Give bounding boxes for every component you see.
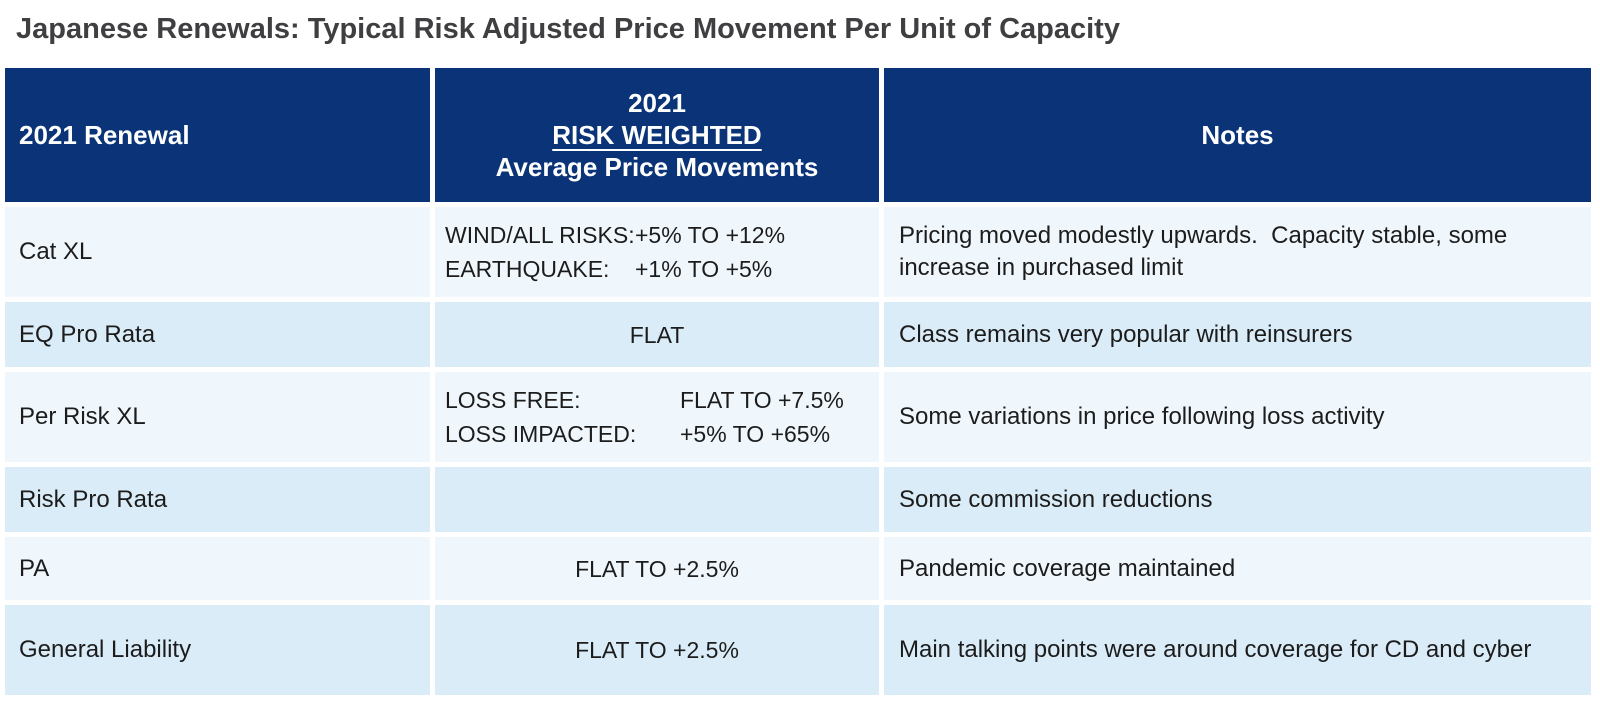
notes-text: Some variations in price following loss … [899,403,1385,430]
movement-line: LOSS FREE: FLAT TO +7.5% [445,383,879,417]
movement-line: EARTHQUAKE: +1% TO +5% [445,252,879,286]
movement-value: FLAT TO +2.5% [575,555,739,582]
movement-cell-cat-xl: WIND/ALL RISKS: +5% TO +12% EARTHQUAKE: … [435,207,879,297]
movement-cell-eq-pro-rata: FLAT [435,302,879,367]
movement-cell-general-liability: FLAT TO +2.5% [435,605,879,695]
movement-value: +1% TO +5% [635,256,773,282]
header-notes-label: Notes [1201,119,1274,150]
page-title: Japanese Renewals: Typical Risk Adjusted… [16,13,1120,45]
header-renewal-column: 2021 Renewal [5,68,430,202]
notes-cell-per-risk-xl: Some variations in price following loss … [884,372,1591,462]
movement-value: +5% TO +12% [635,222,786,248]
renewal-cell-pa: PA [5,537,430,600]
movement-label: WIND/ALL RISKS: [445,222,635,248]
header-price-movements-column: 2021 RISK WEIGHTED Average Price Movemen… [435,68,879,202]
header-move-line2: RISK WEIGHTED [552,120,762,150]
header-renewal-label: 2021 Renewal [19,119,190,150]
header-move-line3: Average Price Movements [495,152,819,182]
header-notes-column: Notes [884,68,1591,202]
movement-value: +5% TO +65% [680,421,831,447]
movement-value: FLAT TO +2.5% [575,637,739,663]
risk-price-movement-table: 2021 Renewal 2021 RISK WEIGHTED Average … [5,68,1591,695]
notes-cell-pa: Pandemic coverage maintained [884,537,1591,600]
renewal-cell-per-risk-xl: Per Risk XL [5,372,430,462]
renewal-label: Cat XL [19,238,93,265]
movement-cell-risk-pro-rata [435,467,879,532]
renewal-label: General Liability [19,636,192,663]
renewal-cell-cat-xl: Cat XL [5,207,430,297]
notes-text: Class remains very popular with reinsure… [899,320,1353,348]
movement-line: LOSS IMPACTED: +5% TO +65% [445,417,879,451]
notes-text: Some commission reductions [899,485,1213,513]
header-move-line1: 2021 [628,88,686,118]
renewal-label: Risk Pro Rata [19,485,168,513]
movement-value: FLAT [629,321,685,348]
movement-value: FLAT TO +7.5% [680,387,844,413]
renewal-label: PA [19,554,50,582]
renewal-label: Per Risk XL [19,403,146,430]
notes-text: Main talking points were around coverage… [899,636,1532,663]
renewal-cell-general-liability: General Liability [5,605,430,695]
movement-cell-per-risk-xl: LOSS FREE: FLAT TO +7.5% LOSS IMPACTED: … [435,372,879,462]
notes-cell-general-liability: Main talking points were around coverage… [884,605,1591,695]
movement-line: WIND/ALL RISKS: +5% TO +12% [445,218,879,252]
renewal-label: EQ Pro Rata [19,320,156,348]
renewal-cell-risk-pro-rata: Risk Pro Rata [5,467,430,532]
notes-text: Pandemic coverage maintained [899,554,1236,582]
movement-label: EARTHQUAKE: [445,256,610,282]
notes-text: Pricing moved modestly upwards. Capacity… [899,222,1514,281]
notes-cell-eq-pro-rata: Class remains very popular with reinsure… [884,302,1591,367]
notes-cell-risk-pro-rata: Some commission reductions [884,467,1591,532]
renewal-cell-eq-pro-rata: EQ Pro Rata [5,302,430,367]
movement-cell-pa: FLAT TO +2.5% [435,537,879,600]
notes-cell-cat-xl: Pricing moved modestly upwards. Capacity… [884,207,1591,297]
movement-label: LOSS FREE: [445,387,581,413]
movement-label: LOSS IMPACTED: [445,421,637,447]
